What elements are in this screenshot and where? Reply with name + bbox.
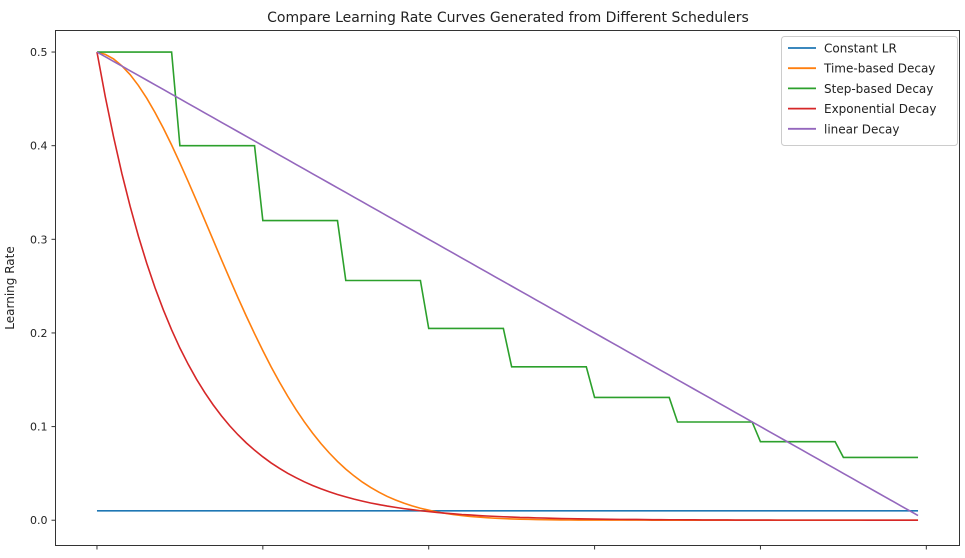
y-tick-label: 0.2: [30, 327, 48, 340]
y-tick-label: 0.3: [30, 233, 48, 246]
y-tick-label: 0.1: [30, 421, 48, 434]
series-lines: [96, 51, 919, 522]
series-line-step-based-decay: [96, 51, 919, 459]
legend: Constant LR Time-based Decay Step-based De…: [781, 36, 958, 146]
legend-label: Time-based Decay: [823, 62, 935, 76]
y-tick-label: 0.0: [30, 514, 48, 527]
y-tick-label: 0.5: [30, 46, 48, 59]
series-line-exponential-decay: [96, 51, 919, 522]
plot-area: [55, 30, 960, 546]
y-tick-label: 0.4: [30, 140, 48, 153]
chart-title: Compare Learning Rate Curves Generated f…: [267, 10, 749, 26]
legend-box: [781, 36, 958, 146]
legend-label: Exponential Decay: [824, 102, 936, 116]
series-line-linear-decay: [96, 51, 919, 517]
legend-label: Constant LR: [824, 42, 897, 56]
x-axis: [96, 545, 927, 550]
y-axis-label: Learning Rate: [3, 246, 17, 329]
legend-label: Step-based Decay: [824, 82, 933, 96]
y-axis: 0.0 0.1 0.2 0.3 0.4 0.5: [30, 46, 56, 527]
legend-label: linear Decay: [824, 122, 899, 136]
